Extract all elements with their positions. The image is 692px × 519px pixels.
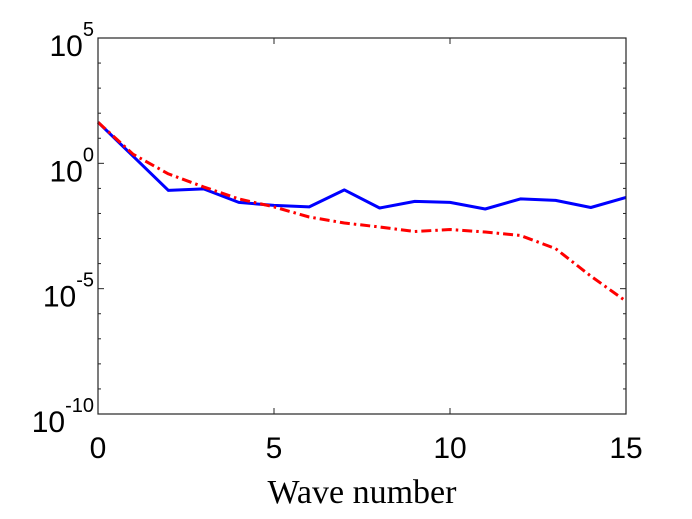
- x-tick-label: 10: [433, 432, 466, 465]
- series-line-solid: [96, 121, 627, 211]
- x-tick-label: 15: [609, 432, 642, 465]
- x-axis-label: Wave number: [268, 474, 458, 511]
- x-tick-labels: 0 5 10 15: [90, 432, 643, 465]
- series-line-dash-dot: [96, 121, 627, 303]
- x-tick-label: 5: [266, 432, 283, 465]
- y-tick-label: 10 0: [50, 144, 95, 188]
- y-tick-label: 10 -5: [43, 270, 94, 314]
- y-tick-exponent: -10: [65, 395, 94, 417]
- y-tick-exponent: 0: [83, 144, 94, 166]
- plot-frame: [97, 37, 627, 415]
- y-tick-label: 10 -10: [32, 395, 94, 439]
- y-tick-base: 10: [50, 155, 83, 188]
- y-tick-base: 10: [50, 30, 83, 63]
- y-tick-base: 10: [43, 281, 76, 314]
- y-tick-exponent: -5: [76, 270, 94, 292]
- y-tick-base: 10: [32, 406, 65, 439]
- y-tick-exponent: 5: [83, 19, 94, 41]
- series-layer: [96, 121, 627, 303]
- y-tick-label: 10 5: [50, 19, 95, 63]
- x-tick-label: 0: [90, 432, 107, 465]
